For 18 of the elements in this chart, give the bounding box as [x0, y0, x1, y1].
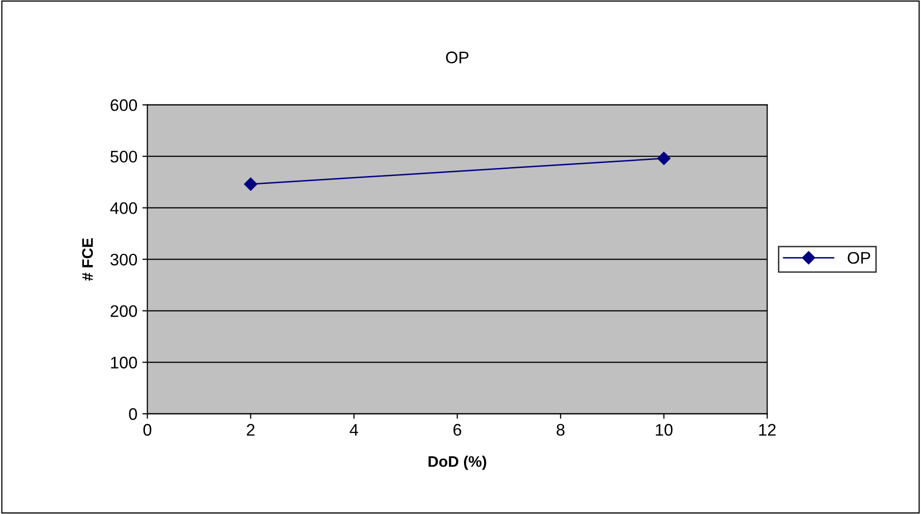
x-axis-title: DoD (%) — [428, 456, 486, 470]
y-tick-label: 600 — [110, 99, 137, 112]
y-tick-label: 200 — [110, 305, 137, 317]
x-tick-label: 4 — [350, 424, 358, 436]
legend-label: OP — [848, 252, 870, 264]
x-tick-label: 10 — [656, 424, 673, 436]
x-tick-label: 6 — [453, 424, 462, 436]
y-tick-label: 500 — [110, 150, 137, 163]
x-tick-label: 2 — [246, 424, 254, 436]
chart-title: OP — [446, 52, 468, 64]
x-tick-label: 8 — [556, 424, 564, 436]
y-axis-title: # FCE — [82, 238, 93, 281]
y-tick-label: 300 — [110, 254, 137, 266]
x-tick-label: 0 — [143, 424, 152, 436]
y-tick-label: 400 — [110, 202, 137, 214]
y-tick-label: 100 — [111, 356, 137, 368]
y-tick-label: 0 — [129, 408, 137, 420]
x-tick-label: 12 — [759, 424, 776, 436]
